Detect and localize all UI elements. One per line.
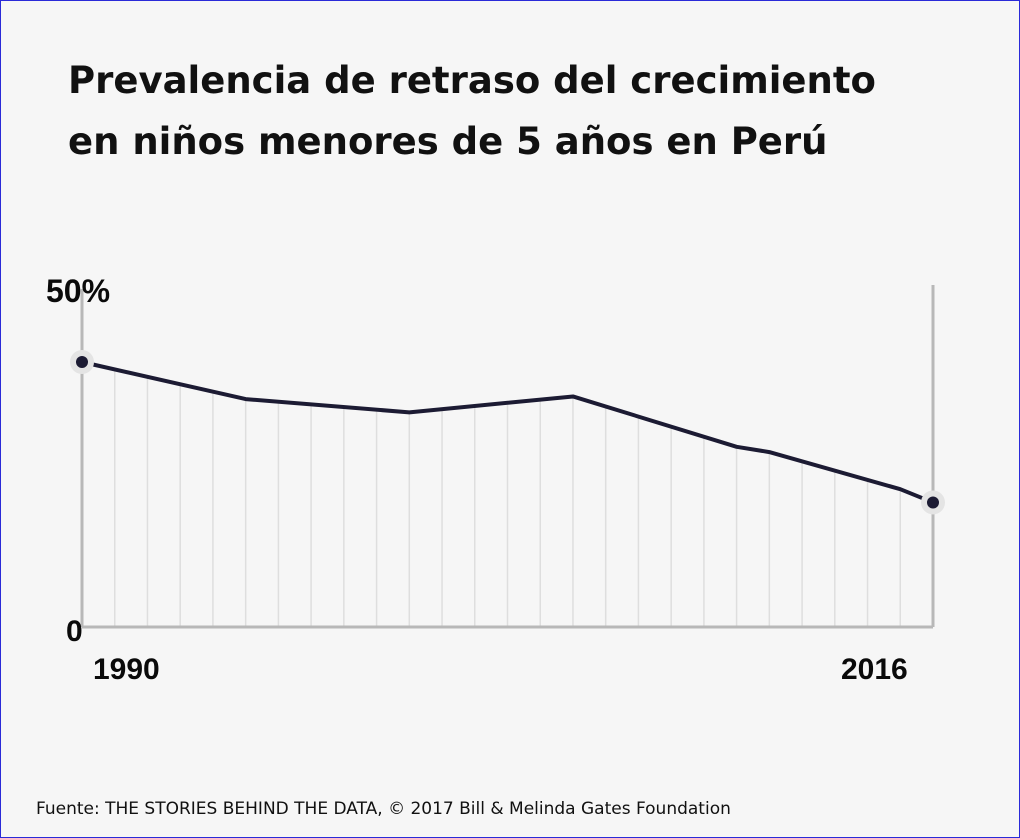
y-tick-label-top: 50% [46,273,110,309]
end-point-marker [927,496,939,509]
x-tick-label-end: 2016 [841,653,908,686]
chart-title-line-2: en niños menores de 5 años en Perú [68,120,828,163]
series-line [80,360,935,505]
vertical-grid-lines [113,369,902,627]
endpoint-markers [70,350,945,515]
x-tick-label-start: 1990 [93,653,160,686]
chart-title: Prevalencia de retraso del crecimiento e… [68,50,968,172]
start-point-marker [76,356,88,368]
source-note: Fuente: THE STORIES BEHIND THE DATA, © 2… [36,799,731,819]
chart-title-line-1: Prevalencia de retraso del crecimiento [68,59,876,102]
y-tick-label-bottom: 0 [66,615,83,648]
